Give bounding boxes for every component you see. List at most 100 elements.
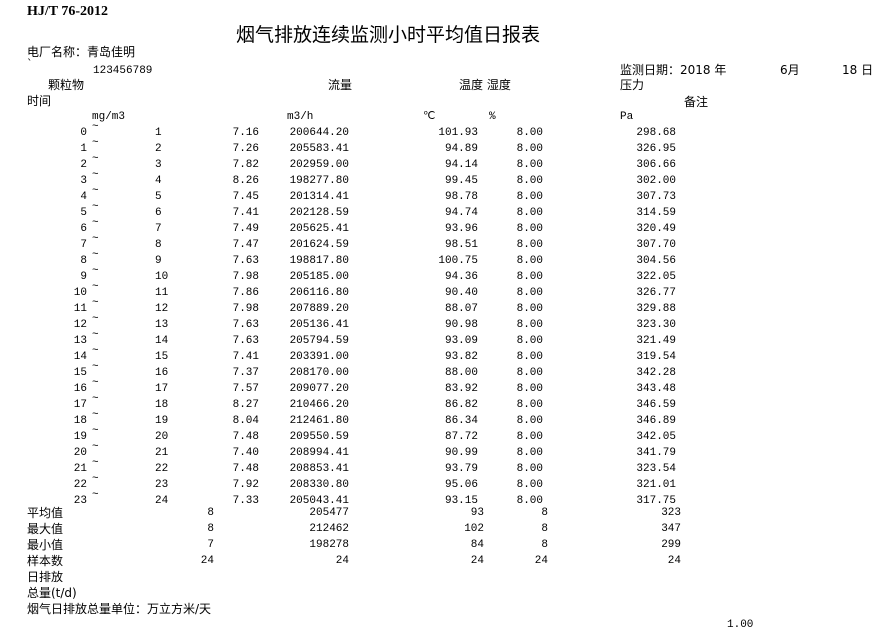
start-hour-cell: 13 xyxy=(73,335,87,347)
end-hour-cell: 15 xyxy=(155,351,169,363)
pressure-cell: 323.30 xyxy=(636,319,676,331)
pressure-cell: 329.88 xyxy=(636,303,676,315)
unit-pressure: Pa xyxy=(620,111,634,123)
temperature-cell: 94.74 xyxy=(444,207,478,219)
temperature-cell: 101.93 xyxy=(438,127,478,139)
start-hour-cell: 10 xyxy=(73,287,87,299)
end-hour-cell: 12 xyxy=(155,303,169,315)
end-hour-cell: 20 xyxy=(155,431,169,443)
end-hour-cell: 17 xyxy=(155,383,169,395)
pressure-cell: 321.01 xyxy=(636,479,676,491)
humidity-summary-cell: 8 xyxy=(541,523,548,535)
range-separator: ~ xyxy=(92,473,99,485)
pressure-cell: 321.49 xyxy=(636,335,676,347)
header-pressure: 压力 xyxy=(620,78,645,92)
particulate-summary-cell: 8 xyxy=(207,523,214,535)
header-time: 时间 xyxy=(27,94,52,108)
flow-summary-cell: 24 xyxy=(335,555,349,567)
start-hour-cell: 9 xyxy=(80,271,87,283)
flow-cell: 208170.00 xyxy=(289,367,349,379)
pressure-summary-cell: 299 xyxy=(661,539,681,551)
start-hour-cell: 15 xyxy=(73,367,87,379)
range-separator: ~ xyxy=(92,377,99,389)
flow-cell: 198817.80 xyxy=(289,255,349,267)
temperature-summary-cell: 84 xyxy=(470,539,484,551)
pressure-cell: 314.59 xyxy=(636,207,676,219)
particulate-cell: 7.41 xyxy=(232,351,259,363)
end-hour-cell: 16 xyxy=(155,367,169,379)
particulate-cell: 7.47 xyxy=(232,239,259,251)
end-hour-cell: 18 xyxy=(155,399,169,411)
particulate-cell: 7.57 xyxy=(232,383,259,395)
flow-cell: 198277.80 xyxy=(289,175,349,187)
temperature-cell: 93.82 xyxy=(444,351,478,363)
temperature-summary-cell: 24 xyxy=(470,555,484,567)
pressure-cell: 343.48 xyxy=(636,383,676,395)
particulate-cell: 7.33 xyxy=(232,495,259,507)
temperature-cell: 87.72 xyxy=(444,431,478,443)
pressure-cell: 307.70 xyxy=(636,239,676,251)
temperature-cell: 83.92 xyxy=(444,383,478,395)
flow-cell: 212461.80 xyxy=(289,415,349,427)
particulate-cell: 7.48 xyxy=(232,463,259,475)
date-label: 监测日期： xyxy=(620,63,681,77)
humidity-cell: 8.00 xyxy=(516,127,543,139)
flow-cell: 205583.41 xyxy=(289,143,349,155)
particulate-cell: 7.45 xyxy=(232,191,259,203)
range-separator: ~ xyxy=(92,489,99,501)
range-separator: ~ xyxy=(92,313,99,325)
date-year: 2018 xyxy=(680,63,711,77)
pressure-cell: 326.95 xyxy=(636,143,676,155)
temperature-cell: 98.51 xyxy=(444,239,478,251)
temperature-cell: 93.79 xyxy=(444,463,478,475)
range-separator: ~ xyxy=(92,393,99,405)
flow-cell: 201624.59 xyxy=(289,239,349,251)
range-separator: ~ xyxy=(92,441,99,453)
humidity-cell: 8.00 xyxy=(516,447,543,459)
end-hour-cell: 1 xyxy=(155,127,162,139)
start-hour-cell: 0 xyxy=(80,127,87,139)
particulate-cell: 7.63 xyxy=(232,335,259,347)
flow-summary-cell: 205477 xyxy=(309,507,349,519)
summary-label: 样本数 xyxy=(27,554,64,568)
temperature-cell: 100.75 xyxy=(438,255,478,267)
humidity-cell: 8.00 xyxy=(516,335,543,347)
particulate-cell: 8.04 xyxy=(232,415,259,427)
particulate-cell: 7.41 xyxy=(232,207,259,219)
humidity-cell: 8.00 xyxy=(516,383,543,395)
end-hour-cell: 7 xyxy=(155,223,162,235)
pressure-cell: 307.73 xyxy=(636,191,676,203)
start-hour-cell: 7 xyxy=(80,239,87,251)
month-unit: 月 xyxy=(787,63,800,77)
flow-cell: 205794.59 xyxy=(289,335,349,347)
start-hour-cell: 11 xyxy=(73,303,87,315)
year-unit: 年 xyxy=(714,63,727,77)
plant-code: 123456789 xyxy=(93,65,153,77)
particulate-cell: 7.92 xyxy=(232,479,259,491)
pressure-cell: 320.49 xyxy=(636,223,676,235)
unit-temp: ℃ xyxy=(423,111,436,123)
range-separator: ~ xyxy=(92,137,99,149)
temperature-cell: 90.40 xyxy=(444,287,478,299)
flow-cell: 205185.00 xyxy=(289,271,349,283)
humidity-cell: 8.00 xyxy=(516,175,543,187)
start-hour-cell: 6 xyxy=(80,223,87,235)
particulate-cell: 8.27 xyxy=(232,399,259,411)
particulate-cell: 7.16 xyxy=(232,127,259,139)
temperature-summary-cell: 102 xyxy=(464,523,484,535)
start-hour-cell: 23 xyxy=(73,495,87,507)
date-day: 18 xyxy=(842,63,858,77)
particulate-cell: 7.98 xyxy=(232,303,259,315)
humidity-cell: 8.00 xyxy=(516,191,543,203)
humidity-cell: 8.00 xyxy=(516,255,543,267)
end-hour-cell: 9 xyxy=(155,255,162,267)
flow-cell: 201314.41 xyxy=(289,191,349,203)
start-hour-cell: 1 xyxy=(80,143,87,155)
temperature-cell: 94.14 xyxy=(444,159,478,171)
pressure-cell: 346.89 xyxy=(636,415,676,427)
header-flow: 流量 xyxy=(328,78,353,92)
plant-name: 电厂名称：青岛佳明 xyxy=(27,45,136,59)
temperature-cell: 94.36 xyxy=(444,271,478,283)
particulate-cell: 8.26 xyxy=(232,175,259,187)
range-separator: ~ xyxy=(92,201,99,213)
